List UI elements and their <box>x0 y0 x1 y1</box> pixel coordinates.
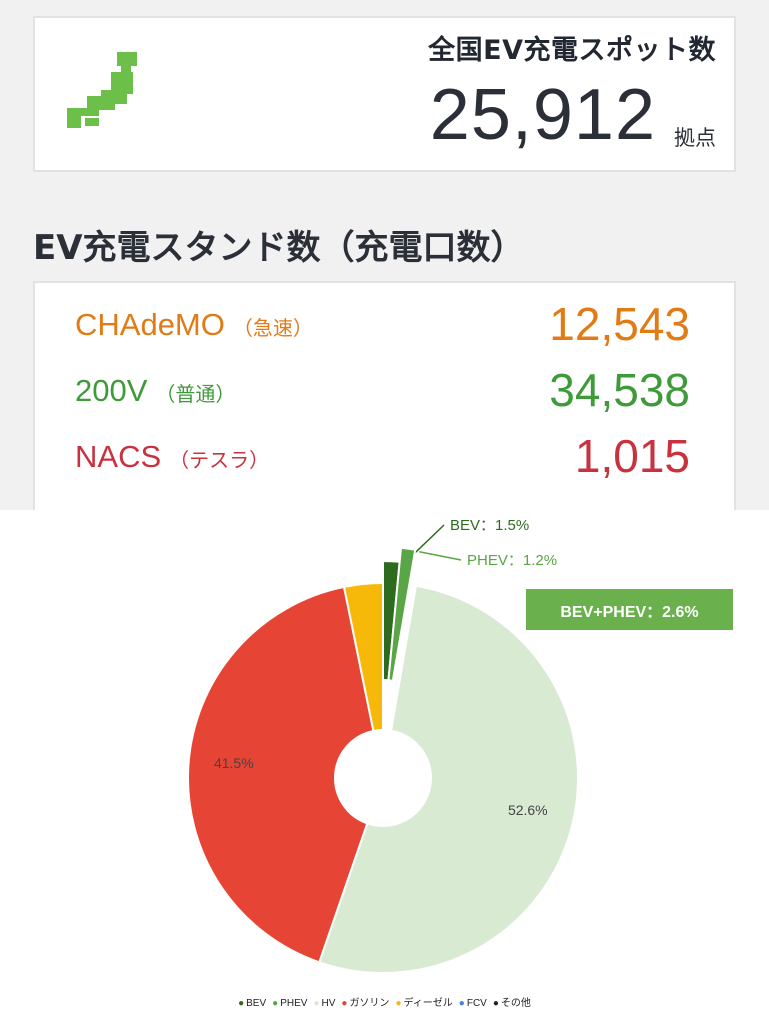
legend-item: ● ガソリン <box>341 994 389 1009</box>
legend-dot-icon: ● <box>238 998 245 1009</box>
total-spots-card: 全国EV充電スポット数 25,912 拠点 <box>33 16 736 172</box>
stands-card: CHAdeMO （急速） 12,543 200V （普通） 34,538 NACS （… <box>33 281 736 510</box>
legend-label: BEV <box>246 998 267 1009</box>
stand-count: 34,538 <box>549 364 690 416</box>
pie-leader-line <box>419 551 462 561</box>
legend-dot-icon: ● <box>341 998 348 1009</box>
stand-type-sub: （テスラ） <box>169 448 270 472</box>
stand-row-chademo: CHAdeMO （急速） 12,543 <box>75 293 690 353</box>
pie-slice-3 <box>187 585 375 964</box>
stand-type: 200V <box>75 373 148 408</box>
legend-label: FCV <box>466 998 487 1009</box>
pie-slice-1 <box>387 546 417 682</box>
stand-row-200v: 200V （普通） 34,538 <box>75 359 690 419</box>
legend-label: その他 <box>500 998 531 1009</box>
chart-legend: ● BEV ● PHEV ● HV ● ガソリン ● ディーゼル ● FCV ● その他 <box>0 994 769 1009</box>
legend-label: PHEV <box>280 998 308 1009</box>
pie-slice-label: PHEV：1.2% <box>467 552 557 569</box>
legend-item: ● PHEV <box>272 998 307 1009</box>
stand-type: NACS <box>75 439 162 474</box>
total-spots-title: 全国EV充電スポット数 <box>428 35 716 66</box>
legend-dot-icon: ● <box>313 998 320 1009</box>
stand-type-sub: （普通） <box>155 382 236 406</box>
legend-label: ガソリン <box>349 998 390 1009</box>
legend-item: ● ディーゼル <box>395 994 452 1009</box>
japan-map-icon <box>67 52 137 128</box>
stand-count: 1,015 <box>574 430 690 482</box>
stands-section-title: EV充電スタンド数（充電口数） <box>33 228 525 268</box>
pie-slice-label: BEV：1.5% <box>450 517 529 534</box>
legend-label: ディーゼル <box>403 998 453 1009</box>
vehicle-share-pie-chart: BEV：1.5% PHEV：1.2% 52.6% 41.5% <box>187 517 579 974</box>
total-spots-unit: 拠点 <box>674 126 716 150</box>
legend-item: ● HV <box>313 998 335 1009</box>
legend-dot-icon: ● <box>458 998 465 1009</box>
legend-dot-icon: ● <box>492 998 499 1009</box>
bev-phev-callout: BEV+PHEV：2.6% <box>526 589 733 630</box>
stand-name: CHAdeMO （急速） <box>75 307 313 343</box>
stand-name: NACS （テスラ） <box>75 439 269 475</box>
pie-slice-label: 41.5% <box>214 755 254 771</box>
stand-count: 12,543 <box>549 298 690 350</box>
legend-dot-icon: ● <box>395 998 402 1009</box>
pie-slice-2 <box>317 584 579 974</box>
stand-row-nacs: NACS （テスラ） 1,015 <box>75 425 690 485</box>
pie-slice-4 <box>342 581 384 733</box>
legend-item: ● BEV <box>238 998 266 1009</box>
legend-item: ● FCV <box>459 998 487 1009</box>
pie-slice-label: 52.6% <box>508 802 548 818</box>
stand-type-sub: （急速） <box>232 316 313 340</box>
legend-dot-icon: ● <box>272 998 279 1009</box>
legend-label: HV <box>321 998 336 1009</box>
total-spots-value: 25,912 <box>429 75 656 155</box>
legend-item: ● その他 <box>493 994 531 1009</box>
stand-type: CHAdeMO <box>75 307 225 342</box>
stand-name: 200V （普通） <box>75 373 235 409</box>
